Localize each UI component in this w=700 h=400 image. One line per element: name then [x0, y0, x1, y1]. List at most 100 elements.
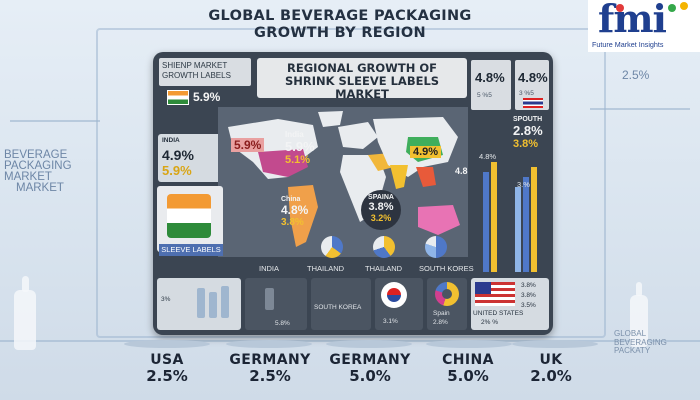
tile-value: 3.8%	[521, 292, 536, 299]
pedestal	[226, 340, 312, 348]
country-name: CHINA	[442, 352, 494, 368]
taegeuk-icon	[387, 288, 401, 302]
side-label-right: GLOBAL BEVERAGING PACKATY	[614, 329, 684, 356]
bottle-icon	[197, 288, 205, 318]
background-line	[10, 120, 100, 122]
panel-title: REGIONAL GROWTH OF SHRINK SLEEVE LABELS …	[257, 62, 467, 101]
korea-tile: SOUTH KOREA	[311, 278, 371, 330]
bottom-label: THAILAND	[365, 264, 403, 273]
stat-box: 4.8% 3 %5	[515, 60, 549, 110]
tag-box: SHIENP MARKET GROWTH LABELS	[159, 58, 251, 86]
tag-line: SHIENP MARKET	[162, 61, 228, 70]
bottom-tile-strip: 3% 5.8% SOUTH KOREA 3.1% Spain 2.8% UNIT…	[157, 278, 549, 330]
thailand-flag-icon	[523, 98, 543, 108]
greenland-shape	[318, 111, 343, 127]
country-name: GERMANY	[329, 352, 411, 368]
pie-icon	[373, 236, 395, 258]
bottle-icon	[209, 292, 217, 318]
bottom-label: INDIA	[259, 264, 280, 273]
country-stat-usa: USA 2.5%	[132, 352, 202, 385]
india-flag-icon	[167, 194, 211, 238]
usa-tile: UNITED STATES 2% % 3.8% 3.8% 3.5%	[471, 278, 549, 330]
bottle-graphic	[22, 276, 29, 292]
bottle-tile: 5.8%	[245, 278, 307, 330]
side-percent: 2.5%	[622, 68, 650, 82]
tile-value: 3.8%	[521, 282, 536, 289]
map-label-pct: 5.9%	[285, 139, 315, 154]
bottom-label-row: INDIA THAILAND THAILAND SOUTH KORES	[253, 264, 483, 276]
map-label: SPOUTH 2.8% 3.8%	[513, 116, 543, 150]
pedestal	[426, 340, 512, 348]
map-label: India 5.9% 5.1%	[285, 130, 315, 166]
usa-flag-canton	[475, 282, 491, 294]
side-label-line: BEVERAGING	[614, 337, 667, 347]
bar	[515, 187, 521, 272]
side-label-line: PACKATY	[614, 346, 651, 355]
card-name: INDIA	[162, 137, 180, 144]
southeast-asia-shape	[416, 167, 436, 187]
country-stat-germany: GERMANY 5.0%	[322, 352, 418, 385]
fmi-logo: fmi Future Market Insights	[588, 0, 700, 52]
tile-label: UNITED STATES	[473, 310, 524, 317]
logo-dot	[616, 4, 624, 12]
card-value: 4.9%	[162, 147, 194, 163]
map-label-name: SPOUTH	[513, 116, 543, 123]
tag-percent: 5.9%	[193, 90, 221, 104]
stat-sub: 5 %5	[477, 92, 492, 99]
south-america-shape	[288, 185, 318, 247]
stat-box: 4.8% 5 %5	[471, 60, 511, 110]
pedestal	[512, 340, 598, 348]
tile-label: 5.8%	[275, 320, 290, 327]
india-shape	[390, 165, 408, 189]
map-label: 4.9%	[410, 146, 442, 158]
tile-label: SOUTH KOREA	[314, 304, 362, 311]
bottle-icon	[221, 286, 229, 318]
bar	[523, 177, 529, 272]
panel-title-line: SHRINK SLEEVE LABELS MARKET	[284, 74, 440, 101]
card-value: 5.9%	[162, 163, 192, 178]
world-map	[218, 107, 468, 257]
india-stat-card: INDIA 4.9% 5.9%	[158, 134, 226, 182]
bottle-graphic	[630, 295, 648, 347]
map-label: 4.8	[455, 166, 468, 176]
europe-shape	[338, 122, 378, 149]
map-label-pct: 3.8%	[368, 201, 394, 213]
tile-sub: 3.1%	[383, 318, 398, 325]
side-label-line: MARKET	[4, 171, 52, 183]
country-value: 2.0%	[530, 367, 572, 385]
tile-value: 3.5%	[521, 302, 536, 309]
map-label: China 4.8% 3.8%	[281, 196, 308, 228]
country-value: 2.5%	[249, 367, 291, 385]
infographic-panel: SHIENP MARKET GROWTH LABELS 5.9% REGIONA…	[153, 52, 553, 335]
map-label-pct: 3.2%	[370, 213, 392, 223]
pie-icon	[425, 236, 447, 258]
side-label-left: BEVERAGE PACKAGING MARKET MARKET	[4, 149, 94, 194]
map-label-pct: 5.1%	[285, 154, 311, 166]
tag-text: SHIENP MARKET GROWTH LABELS	[162, 61, 231, 81]
panel-title-line: REGIONAL GROWTH OF	[287, 61, 437, 75]
map-label-name: India	[285, 130, 304, 139]
background-frame	[96, 28, 606, 338]
bar-graphic	[483, 162, 537, 272]
pedestal	[124, 340, 210, 348]
australia-shape	[418, 205, 460, 235]
main-title-line: GLOBAL BEVERAGE PACKAGING	[208, 8, 472, 24]
bottle-graphic	[636, 282, 642, 296]
stat-value: 4.8%	[475, 70, 505, 85]
map-label-name: China	[281, 196, 301, 203]
donut-hole	[442, 289, 452, 299]
tile-sub: 3%	[161, 296, 171, 303]
bottle-icon	[265, 288, 274, 310]
korea-flag-icon	[381, 282, 407, 308]
sleeve-labels-caption: SLEEVE LABELS	[159, 244, 223, 256]
bar-label: 4.8%	[479, 152, 497, 161]
bar	[483, 172, 489, 272]
country-value: 5.0%	[447, 367, 489, 385]
stat-sub: 3 %5	[519, 90, 534, 97]
pedestal	[326, 340, 412, 348]
side-label-line: MARKET	[16, 182, 64, 194]
bottle-tile: 3%	[157, 278, 241, 330]
panel-header: REGIONAL GROWTH OF SHRINK SLEEVE LABELS …	[257, 58, 467, 101]
bottle-graphic	[14, 290, 36, 350]
logo-subtitle: Future Market Insights	[592, 40, 664, 49]
